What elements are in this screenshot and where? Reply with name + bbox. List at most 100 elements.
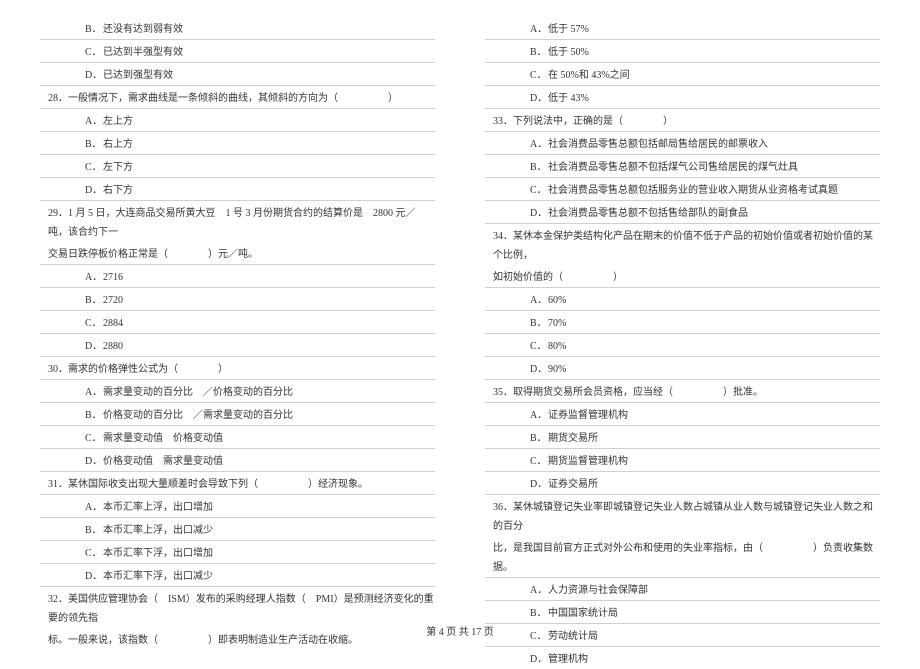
option: B．低于 50% [485, 43, 880, 63]
option-label: B． [530, 604, 548, 623]
option-label: C． [530, 337, 548, 356]
option-text: 70% [548, 318, 566, 329]
question-number: 32． [48, 594, 68, 605]
question-29: 29．1 月 5 日，大连商品交易所黄大豆 1 号 3 月份期货合约的结算价是 … [40, 204, 435, 242]
option-label: D． [85, 181, 103, 200]
option: A．60% [485, 291, 880, 311]
question-number: 31． [48, 479, 68, 490]
option-text: 本币汇率下浮，出口减少 [103, 571, 213, 582]
option: C．80% [485, 337, 880, 357]
footer-total: 17 [471, 627, 481, 638]
option: B．70% [485, 314, 880, 334]
option-text: 2884 [103, 318, 123, 329]
option-text: 本币汇率上浮，出口减少 [103, 525, 213, 536]
option: C．社会消费品零售总额包括服务业的营业收入期货从业资格考试真题 [485, 181, 880, 201]
option-label: C． [85, 544, 103, 563]
option: B．期货交易所 [485, 429, 880, 449]
question-34: 34．某休本金保护类结构化产品在期末的价值不低于产品的初始价值或者初始价值的某个… [485, 227, 880, 265]
option-text: 左下方 [103, 162, 133, 173]
question-number: 30． [48, 364, 68, 375]
option: C．期货监督管理机构 [485, 452, 880, 472]
question-35: 35．取得期货交易所会员资格，应当经（ ）批准。 [485, 383, 880, 403]
option: D．低于 43% [485, 89, 880, 109]
option-text: 价格变动的百分比 ／需求量变动的百分比 [103, 410, 293, 421]
footer-prefix: 第 [426, 627, 439, 638]
option-label: B． [85, 20, 103, 39]
question-text: 取得期货交易所会员资格，应当经（ ）批准。 [513, 387, 763, 398]
option: B．右上方 [40, 135, 435, 155]
option: C．本币汇率下浮，出口增加 [40, 544, 435, 564]
option-label: A． [530, 135, 548, 154]
option: D．已达到强型有效 [40, 66, 435, 86]
option-text: 右下方 [103, 185, 133, 196]
option-label: D． [85, 66, 103, 85]
option-text: 2720 [103, 295, 123, 306]
option-text: 本币汇率上浮，出口增加 [103, 502, 213, 513]
option-label: D． [530, 204, 548, 223]
question-text: 如初始价值的（ ） [493, 272, 623, 283]
option-label: B． [85, 291, 103, 310]
option: B．还没有达到弱有效 [40, 20, 435, 40]
option: A．本币汇率上浮，出口增加 [40, 498, 435, 518]
option-label: C． [85, 43, 103, 62]
option-text: 证券交易所 [548, 479, 598, 490]
option-text: 社会消费品零售总额包括邮局售给居民的邮票收入 [548, 139, 768, 150]
option: B．价格变动的百分比 ／需求量变动的百分比 [40, 406, 435, 426]
option: C．2884 [40, 314, 435, 334]
question-33: 33．下列说法中，正确的是（ ） [485, 112, 880, 132]
question-36-cont: 比，是我国目前官方正式对外公布和使用的失业率指标，由（ ）负责收集数据。 [485, 539, 880, 578]
option: A．社会消费品零售总额包括邮局售给居民的邮票收入 [485, 135, 880, 155]
option-text: 社会消费品零售总额不包括煤气公司售给居民的煤气灶具 [548, 162, 798, 173]
option: C．需求量变动值 价格变动值 [40, 429, 435, 449]
option-label: B． [530, 314, 548, 333]
option-text: 左上方 [103, 116, 133, 127]
option: D．右下方 [40, 181, 435, 201]
option-text: 还没有达到弱有效 [103, 24, 183, 35]
question-text: 美国供应管理协会（ [68, 594, 158, 605]
option-text: 60% [548, 295, 566, 306]
question-36: 36．某休城镇登记失业率即城镇登记失业人数占城镇从业人数与城镇登记失业人数之和的… [485, 498, 880, 536]
question-text: 1 号 3 月份期货合约的结算价是 [226, 208, 364, 219]
option-label: D． [530, 360, 548, 379]
option-text: 期货交易所 [548, 433, 598, 444]
question-29-cont: 交易日跌停板价格正常是（ ）元／吨。 [40, 245, 435, 265]
option-label: A． [85, 112, 103, 131]
option-label: B． [530, 158, 548, 177]
option-label: A． [85, 383, 103, 402]
option: C．已达到半强型有效 [40, 43, 435, 63]
option-label: C． [530, 181, 548, 200]
footer-suffix: 页 [481, 627, 494, 638]
option: D．价格变动值 需求量变动值 [40, 452, 435, 472]
page-content: B．还没有达到弱有效 C．已达到半强型有效 D．已达到强型有效 28．一般情况下… [0, 0, 920, 600]
option-text: 需求量变动值 价格变动值 [103, 433, 223, 444]
option-label: A． [85, 268, 103, 287]
option: D．90% [485, 360, 880, 380]
option-text: 人力资源与社会保障部 [548, 585, 648, 596]
option-label: D． [85, 452, 103, 471]
option-label: B． [530, 43, 548, 62]
question-number: 34． [493, 231, 513, 242]
option-text: 证券监督管理机构 [548, 410, 628, 421]
option-text: 已达到强型有效 [103, 70, 173, 81]
option-label: D． [85, 567, 103, 586]
question-31: 31．某休国际收支出现大量顺差时会导致下列（ ）经济现象。 [40, 475, 435, 495]
option-text: 价格变动值 需求量变动值 [103, 456, 223, 467]
option-text: 需求量变动的百分比 ／价格变动的百分比 [103, 387, 293, 398]
question-text: 下列说法中，正确的是（ ） [513, 116, 673, 127]
option: B．社会消费品零售总额不包括煤气公司售给居民的煤气灶具 [485, 158, 880, 178]
left-column: B．还没有达到弱有效 C．已达到半强型有效 D．已达到强型有效 28．一般情况下… [30, 20, 460, 590]
page-footer: 第 4 页 共 17 页 [0, 623, 920, 638]
question-text: ISM）发布的采购经理人指数（ [168, 594, 306, 605]
question-number: 28． [48, 93, 68, 104]
option-text: 已达到半强型有效 [103, 47, 183, 58]
option: A．低于 57% [485, 20, 880, 40]
option: A．人力资源与社会保障部 [485, 581, 880, 601]
question-text: 需求的价格弹性公式为（ ） [68, 364, 228, 375]
option-text: 2880 [103, 341, 123, 352]
option-label: D． [530, 650, 548, 669]
question-number: 29． [48, 208, 68, 219]
option-text: 低于 43% [548, 93, 589, 104]
option-text: 管理机构 [548, 654, 588, 665]
option-label: A． [530, 20, 548, 39]
option: D．2880 [40, 337, 435, 357]
